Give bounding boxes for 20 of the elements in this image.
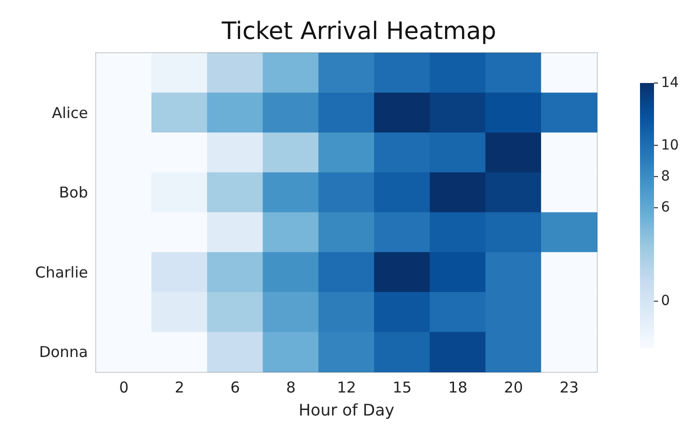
color-bar-label: 8 (661, 168, 670, 185)
x-tick-label: 6 (230, 378, 240, 396)
x-tick-label: 2 (174, 378, 184, 396)
y-tick-label: Donna (39, 343, 88, 362)
color-bar-label: 6 (661, 200, 670, 216)
y-tick-label: Alice (52, 104, 88, 122)
chart-title: Ticket Arrival Heatmap (220, 17, 496, 45)
color-bar-label: 0 (661, 293, 670, 310)
x-tick-label: 15 (392, 378, 412, 396)
color-bar-label: 10 (661, 137, 679, 154)
x-tick-label: 18 (448, 378, 468, 396)
x-axis-title: Hour of Day (298, 400, 394, 420)
x-tick-label: 23 (560, 378, 579, 396)
x-tick-label: 0 (119, 378, 129, 396)
color-bar-label: 14 (661, 75, 679, 91)
x-tick-label: 20 (504, 378, 524, 396)
x-tick-label: 8 (286, 378, 296, 396)
y-tick-label: Bob (59, 184, 88, 202)
y-tick-label: Charlie (35, 263, 88, 282)
x-tick-label: 12 (336, 378, 356, 396)
